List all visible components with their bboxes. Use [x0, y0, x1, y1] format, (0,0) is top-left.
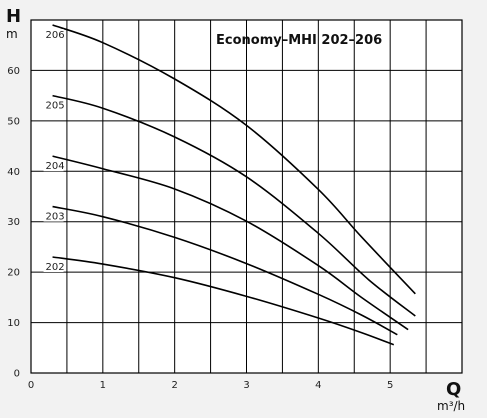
series-line-203 — [52, 205, 398, 336]
y-tick-label: 60 — [7, 66, 20, 77]
plot-frame — [30, 19, 463, 374]
y-tick-label: 0 — [14, 369, 20, 380]
series-line-205 — [52, 94, 416, 317]
series-line-204 — [52, 155, 409, 331]
y-tick-label: 10 — [7, 318, 20, 329]
series-label-205: 205 — [46, 101, 65, 112]
y-tick-label: 40 — [7, 167, 20, 178]
x-tick-label: 1 — [100, 380, 106, 391]
x-tick-label: 2 — [171, 380, 177, 391]
series-label-bg — [43, 29, 64, 41]
y-tick-label: 50 — [7, 116, 20, 127]
series-label-202: 202 — [46, 262, 65, 273]
series-line-206 — [52, 24, 416, 295]
series-label-204: 204 — [46, 161, 65, 172]
x-tick-label: 3 — [243, 380, 249, 391]
x-tick-label: 5 — [387, 380, 393, 391]
series-label-203: 203 — [46, 212, 65, 223]
series-label-bg — [43, 261, 64, 273]
y-tick-label: 30 — [7, 217, 20, 228]
series-label-bg — [43, 210, 64, 222]
series-line-202 — [52, 256, 395, 346]
x-axis-unit: m³/h — [437, 399, 465, 413]
curve-layer — [52, 24, 416, 346]
series-label-bg — [43, 160, 64, 172]
x-axis-letter: Q — [446, 379, 461, 400]
y-axis-letter: H — [6, 6, 21, 27]
x-tick-label: 4 — [315, 380, 321, 391]
y-tick-label: 20 — [7, 268, 20, 279]
series-label-206: 206 — [46, 30, 65, 41]
x-tick-label: 0 — [28, 380, 34, 391]
chart-title: Economy–MHI 202–206 — [216, 33, 382, 48]
y-axis-unit: m — [6, 27, 18, 41]
series-label-bg — [43, 99, 64, 111]
